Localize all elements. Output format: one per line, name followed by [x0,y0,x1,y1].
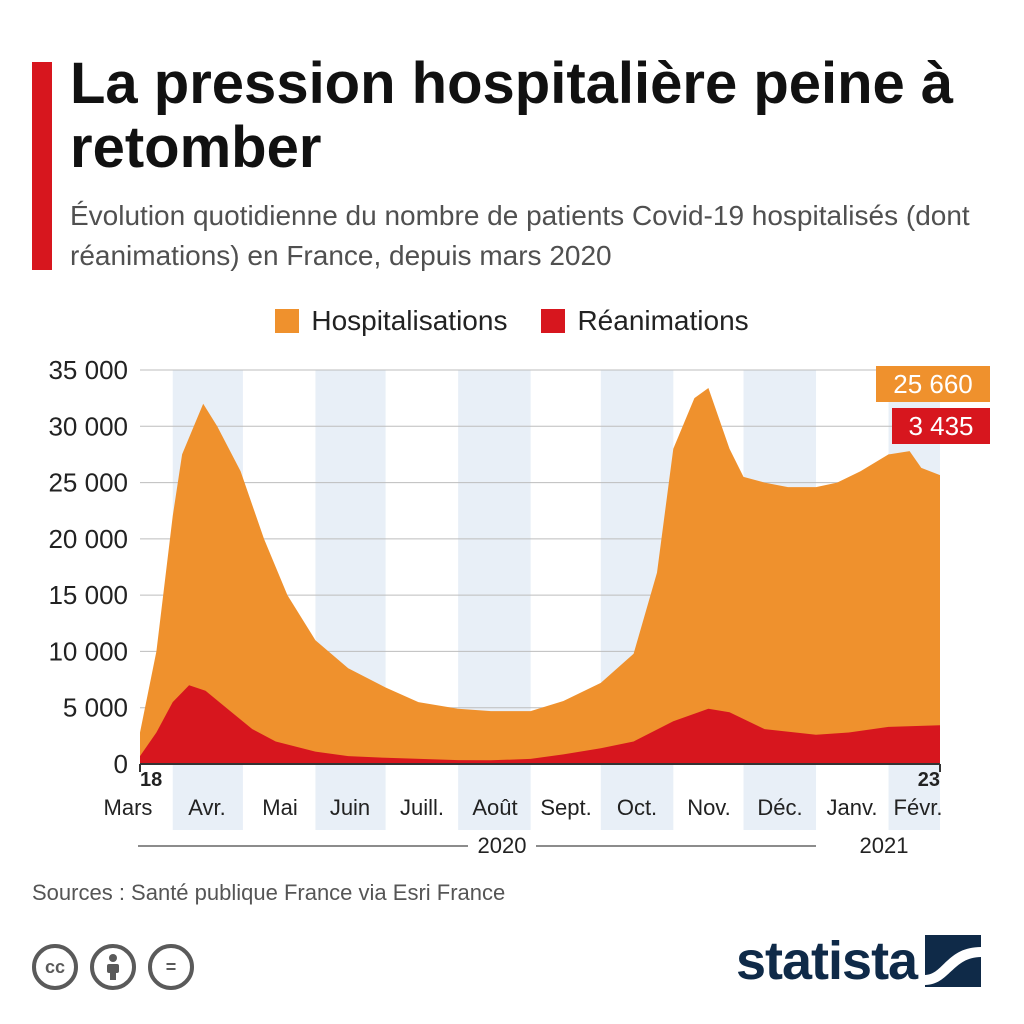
end-value-label: 3 435 [908,411,973,441]
y-tick-label: 15 000 [48,580,128,610]
legend-swatch-hospitalisations [275,309,300,333]
x-tick-label: Juin [330,795,370,820]
x-tick-label: Août [472,795,517,820]
x-tick-label: Mai [262,795,297,820]
series-area-reanimations [140,685,940,764]
source-note: Sources : Santé publique France via Esri… [32,880,506,905]
logo-wordmark: statista [736,931,918,991]
x-tick-label: Juill. [400,795,444,820]
legend-item-hospitalisations: Hospitalisations [275,305,507,337]
x-tick-label: Janv. [827,795,878,820]
start-day-label: 18 [140,769,162,791]
legend-swatch-reanimations [541,309,566,333]
attribution-icon [90,944,136,990]
page-title: La pression hospitalière peine à retombe… [70,51,954,180]
y-tick-label: 5 000 [63,693,128,723]
statista-mark-icon [925,935,982,987]
x-tick-label: Nov. [687,795,731,820]
person-icon [107,954,119,980]
year-label-2021: 2021 [860,833,909,858]
y-tick-label: 10 000 [48,636,128,666]
end-value-label: 25 660 [893,369,973,399]
y-tick-label: 20 000 [48,524,128,554]
end-value-badge [876,366,990,402]
legend-label-hospitalisations: Hospitalisations [311,305,508,336]
page-subtitle: Évolution quotidienne du nombre de patie… [70,200,970,271]
x-tick-label: Févr. [894,795,943,820]
y-tick-label: 25 000 [48,468,128,498]
license-icons: cc = [32,944,194,990]
x-tick-label: Mars [104,795,153,820]
legend-item-reanimations: Réanimations [541,305,749,337]
chart-legend: Hospitalisations Réanimations [0,305,1024,337]
statista-logo: statista [736,930,982,992]
no-derivatives-icon: = [148,944,194,990]
end-value-badge [892,408,990,444]
y-tick-label: 0 [114,749,128,779]
area-chart: 0 5 000 10 000 15 000 20 000 25 000 30 000 35 0… [48,355,990,858]
x-tick-label: Déc. [757,795,802,820]
y-tick-label: 35 000 [48,355,128,385]
cc-icon: cc [32,944,78,990]
legend-label-reanimations: Réanimations [577,305,749,336]
x-tick-label: Sept. [540,795,591,820]
x-tick-label: Oct. [617,795,657,820]
year-label-2020: 2020 [478,833,527,858]
y-tick-label: 30 000 [48,411,128,441]
title-accent-bar [32,62,52,270]
x-tick-label: Avr. [188,795,226,820]
series-area-hospitalisations [140,388,940,764]
end-day-label: 23 [918,769,940,791]
